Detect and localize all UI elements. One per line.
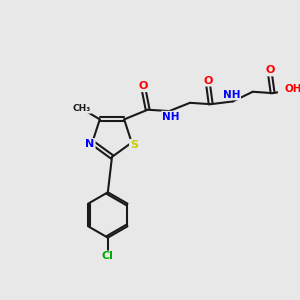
Text: Cl: Cl xyxy=(102,251,114,262)
Text: N: N xyxy=(85,139,95,149)
Text: NH: NH xyxy=(162,112,179,122)
Text: CH₃: CH₃ xyxy=(73,104,91,113)
Text: OH: OH xyxy=(284,84,300,94)
Text: O: O xyxy=(139,81,148,91)
Text: O: O xyxy=(203,76,213,86)
Text: S: S xyxy=(130,140,138,150)
Text: O: O xyxy=(265,65,274,76)
Text: NH: NH xyxy=(223,89,240,100)
